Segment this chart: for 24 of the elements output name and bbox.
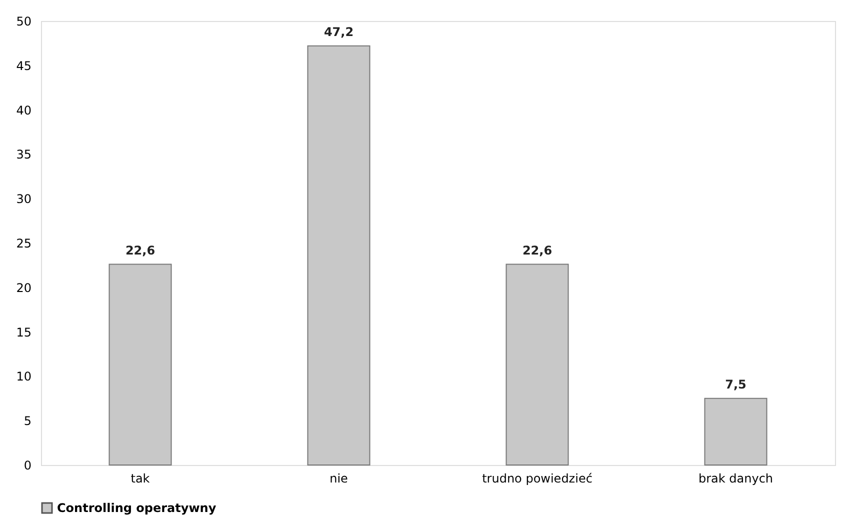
y-tick-label: 50 bbox=[16, 14, 32, 28]
bar bbox=[108, 264, 172, 466]
data-label: 7,5 bbox=[725, 377, 746, 392]
x-tick-label: tak bbox=[130, 472, 150, 486]
bar bbox=[506, 264, 569, 466]
y-tick-label: 0 bbox=[24, 458, 32, 472]
data-label: 22,6 bbox=[522, 243, 552, 258]
x-tick-label: brak danych bbox=[698, 472, 774, 486]
y-tick-label: 45 bbox=[16, 58, 32, 73]
data-label: 47,2 bbox=[324, 24, 354, 39]
x-tick-label: nie bbox=[330, 472, 348, 486]
legend-label: Controlling operatywny bbox=[57, 501, 216, 515]
y-tick-label: 5 bbox=[24, 414, 32, 428]
y-tick-label: 15 bbox=[16, 325, 32, 340]
y-tick-label: 30 bbox=[16, 192, 32, 206]
bar bbox=[307, 45, 370, 466]
data-label: 22,6 bbox=[125, 243, 156, 258]
y-tick-label: 25 bbox=[16, 236, 32, 250]
y-tick-label: 40 bbox=[16, 103, 32, 118]
y-tick-label: 10 bbox=[16, 370, 32, 384]
bar bbox=[704, 398, 768, 466]
y-tick-label: 35 bbox=[16, 148, 32, 162]
x-tick-label: trudno powiedzieć bbox=[482, 472, 592, 486]
y-tick-label: 20 bbox=[16, 280, 32, 295]
